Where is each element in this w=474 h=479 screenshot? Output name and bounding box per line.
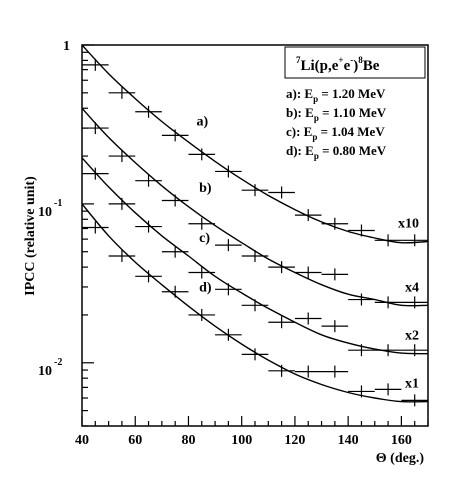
series-label-b: b): [199, 181, 212, 196]
series-scale-label: x10: [398, 216, 419, 231]
legend-title: 7Li(p,e+e-)8Be: [296, 55, 380, 74]
legend: 7Li(p,e+e-)8Be a): Ep = 1.20 MeV b): Ep …: [284, 46, 426, 161]
series-scale-label: x1: [405, 377, 419, 392]
y-tick-label: 10: [38, 205, 52, 220]
series-scale-label: x4: [405, 280, 419, 295]
x-tick-label: 40: [75, 433, 89, 448]
x-tick-label: 140: [338, 433, 359, 448]
legend-entry-c: c): Ep = 1.04 MeV: [286, 124, 385, 142]
y-tick-exponent: -1: [54, 198, 62, 209]
series-scale-label: x2: [405, 329, 419, 344]
plot-frame: [81, 44, 429, 427]
legend-entry-b: b): Ep = 1.10 MeV: [286, 105, 387, 123]
x-tick-label: 80: [181, 433, 195, 448]
legend-box: [284, 46, 426, 79]
y-tick-label: 1: [63, 39, 70, 54]
y-tick-exponent: -2: [54, 357, 62, 368]
x-tick-label: 60: [128, 433, 142, 448]
x-tick-label: 120: [284, 433, 305, 448]
y-axis-title: IPCC (relative unit): [23, 176, 38, 296]
data-points: [82, 58, 428, 407]
x-tick-label: 160: [391, 433, 412, 448]
series-label-d: d): [199, 280, 212, 295]
x-tick-label: 100: [231, 433, 252, 448]
y-axis-ticks: 110-110-2: [38, 39, 94, 427]
legend-entry-a: a): Ep = 1.20 MeV: [286, 86, 386, 104]
series-label-a: a): [196, 115, 208, 130]
x-axis-ticks: 40 60 80 100 120 140 160: [75, 416, 429, 448]
x-axis-title: Θ (deg.): [376, 451, 425, 466]
series-labels: a) x10 b) x4 c) x2 d) x1: [196, 115, 419, 392]
legend-entry-d: d): Ep = 0.80 MeV: [286, 143, 387, 161]
y-tick-label: 10: [38, 364, 52, 379]
series-label-c: c): [199, 231, 210, 246]
